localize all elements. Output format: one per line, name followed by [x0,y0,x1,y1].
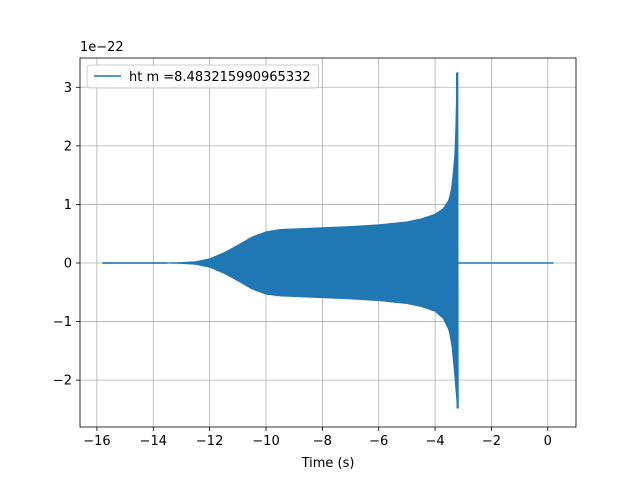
waveform-band [101,72,459,409]
x-tick-label-2: −12 [196,434,223,449]
y-tick-label-0: −2 [53,374,72,389]
x-tick-label-1: −14 [140,434,167,449]
merger-spike [455,72,459,409]
x-axis-label: Time (s) [301,456,355,471]
y-tick-label-1: −1 [53,315,72,330]
legend-label: ht m =8.483215990965332 [129,70,311,85]
y-tick-label-2: 0 [64,257,72,272]
y-offset-text: 1e−22 [80,40,124,55]
x-tick-label-4: −8 [313,434,332,449]
x-tick-label-0: −16 [83,434,110,449]
x-tick-label-6: −4 [426,434,445,449]
legend: ht m =8.483215990965332 [86,64,320,89]
x-tick-label-5: −6 [369,434,388,449]
series-strain-waveform [101,72,554,409]
x-tick-label-8: 0 [544,434,552,449]
y-tick-label-5: 3 [64,81,72,96]
x-tick-label-3: −10 [252,434,279,449]
axes-frame [79,57,577,428]
y-tick-label-4: 2 [64,139,72,154]
y-tick-label-3: 1 [64,198,72,213]
x-tick-label-7: −2 [482,434,501,449]
legend-box [86,64,320,89]
